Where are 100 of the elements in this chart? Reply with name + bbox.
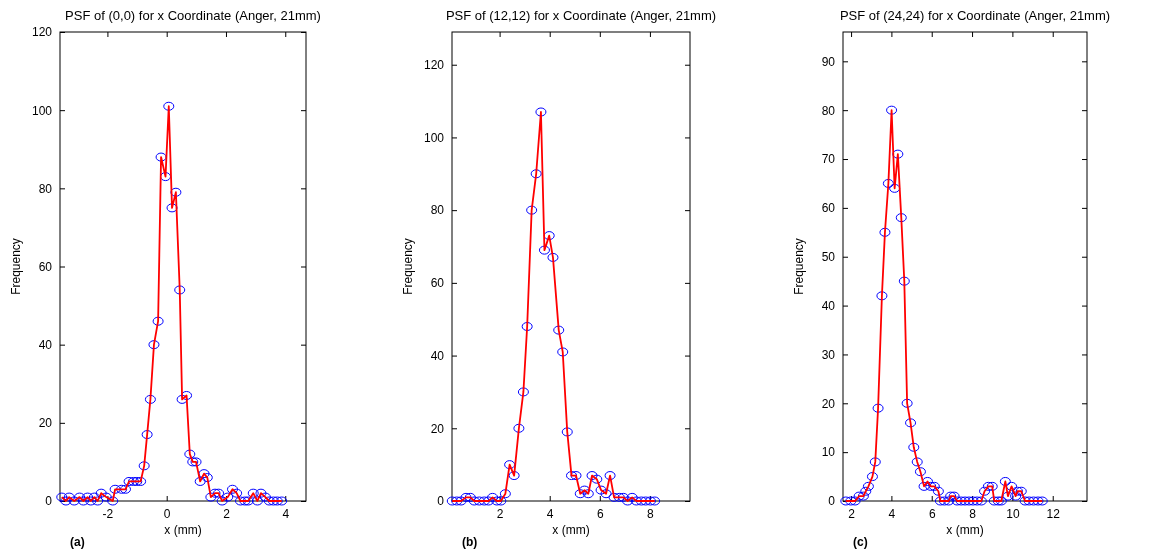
point [561, 427, 573, 437]
point [521, 321, 533, 331]
point [938, 496, 950, 506]
x-axis-title: x (mm) [164, 523, 202, 537]
point [905, 418, 917, 428]
point [495, 496, 507, 506]
point [860, 486, 872, 496]
x-tick-label: 0 [163, 506, 171, 521]
point [895, 213, 907, 223]
x-tick-label: 10 [1006, 506, 1020, 521]
y-tick-label: 80 [821, 103, 836, 118]
point [526, 205, 538, 215]
point [595, 485, 607, 495]
point [181, 390, 193, 400]
point [184, 449, 196, 459]
y-tick-label: 90 [821, 54, 836, 69]
point [138, 461, 150, 471]
point [85, 496, 97, 506]
y-axis-title: Frequency [792, 238, 806, 295]
point [988, 496, 1000, 506]
y-tick-label: 0 [45, 494, 53, 509]
text: (b) [462, 535, 478, 549]
x-tick-label: 2 [848, 506, 856, 521]
point [622, 496, 634, 506]
y-tick-label: 30 [821, 347, 836, 362]
point [128, 476, 139, 486]
y-tick-label: 60 [430, 276, 445, 291]
point [986, 481, 998, 491]
point [107, 496, 119, 506]
point [152, 316, 164, 326]
point [68, 496, 80, 506]
point [251, 496, 263, 506]
point [255, 488, 267, 498]
point [504, 460, 516, 470]
point [538, 245, 550, 255]
x-tick-label: 6 [596, 506, 604, 521]
point [840, 496, 852, 506]
point [1036, 496, 1048, 506]
y-tick-label: 0 [828, 494, 836, 509]
point [553, 325, 565, 335]
y-tick-label: 100 [423, 130, 445, 145]
point [123, 476, 135, 486]
point [468, 496, 480, 506]
point [460, 492, 472, 502]
x-tick-label: 8 [969, 506, 977, 521]
point [876, 291, 888, 301]
point [483, 496, 495, 506]
point [914, 467, 926, 477]
point [570, 471, 582, 481]
point [879, 227, 891, 237]
point [982, 481, 994, 491]
point [586, 471, 598, 481]
point [247, 488, 259, 498]
point [478, 496, 490, 506]
point [222, 492, 234, 502]
y-tick-label: 20 [430, 421, 445, 436]
point [487, 492, 499, 502]
point [263, 496, 275, 506]
point [170, 187, 182, 197]
point [88, 492, 100, 502]
y-tick-label: 80 [38, 181, 53, 196]
point [872, 403, 884, 413]
y-tick-label: 20 [821, 396, 836, 411]
point [116, 484, 128, 494]
point [166, 203, 178, 213]
point [608, 492, 620, 502]
point [464, 492, 476, 502]
point [198, 469, 210, 479]
point [1015, 486, 1027, 496]
chart-title: PSF of (12,12) for x Coordinate (Anger, 21mm) [445, 8, 717, 23]
point [626, 492, 638, 502]
point [574, 489, 586, 499]
point [141, 430, 153, 440]
point [866, 472, 878, 482]
point [600, 489, 612, 499]
point [901, 398, 913, 408]
point [955, 496, 967, 506]
x-tick-label: 2 [496, 506, 504, 521]
x-tick-label: 2 [223, 506, 231, 521]
point [1019, 496, 1031, 506]
point [63, 492, 75, 502]
point [1010, 491, 1022, 501]
point [943, 496, 955, 506]
x-tick-label: 4 [546, 506, 554, 521]
point [213, 488, 225, 498]
x-tick-label: 12 [1046, 506, 1061, 521]
point [975, 496, 987, 506]
point [582, 489, 594, 499]
point [1002, 491, 1014, 501]
y-tick-label: 100 [31, 103, 53, 118]
x-tick-label: 4 [282, 506, 290, 521]
point [613, 492, 625, 502]
point [508, 471, 520, 481]
point [135, 476, 147, 486]
point [918, 481, 930, 491]
point [557, 347, 569, 357]
y-tick-label: 0 [437, 494, 445, 509]
point [1032, 496, 1044, 506]
point [259, 492, 271, 502]
point [911, 457, 923, 467]
